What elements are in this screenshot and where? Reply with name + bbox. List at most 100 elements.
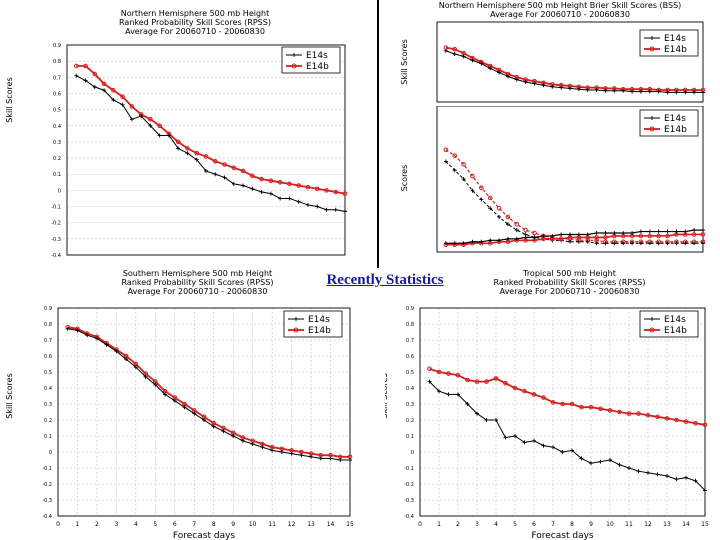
- y-tick-label: -0.2: [404, 482, 414, 488]
- data-point: [120, 94, 125, 99]
- data-point: [505, 214, 511, 220]
- y-tick-label: 0.4: [53, 124, 61, 130]
- x-tick-label: 6: [532, 521, 536, 528]
- data-point: [638, 89, 643, 94]
- legend-marker: [292, 53, 296, 57]
- data-point: [259, 176, 264, 182]
- data-point: [455, 372, 461, 378]
- plot-frame: [66, 44, 346, 256]
- data-point: [343, 209, 347, 214]
- legend-label: E14s: [306, 51, 328, 61]
- data-point: [74, 73, 79, 78]
- data-point: [497, 214, 502, 219]
- data-point: [589, 461, 593, 466]
- data-point: [287, 196, 292, 201]
- y-tick-label: 0.4: [406, 386, 414, 392]
- data-point: [148, 117, 153, 122]
- series-line-e14b-solid: [445, 233, 703, 246]
- data-point: [157, 123, 162, 129]
- data-point: [541, 395, 546, 400]
- data-point: [701, 90, 705, 95]
- chart-title-line: Tropical 500 mb Height: [523, 269, 616, 278]
- data-point: [603, 231, 608, 236]
- data-point: [630, 89, 635, 94]
- data-point: [172, 398, 177, 403]
- data-point: [665, 241, 670, 246]
- data-point: [328, 456, 333, 461]
- x-tick-label: 6: [173, 521, 177, 528]
- y-tick-label: 0.5: [53, 108, 61, 114]
- data-point: [603, 235, 608, 240]
- y-tick-label: -0.4: [404, 514, 414, 520]
- y-tick-label: 0.5: [44, 370, 52, 376]
- y-tick-label: 0.2: [44, 418, 52, 424]
- chart-svg-nh: -0.4 -0.3 -0.2 -0.1 0 0.1 0.2 0.3 0.4 0.5 0.6 0.7 0.…: [5, 43, 348, 259]
- data-point: [73, 63, 79, 69]
- data-point: [202, 418, 206, 422]
- data-point: [277, 180, 283, 185]
- y-tick-label: 0.7: [406, 338, 414, 344]
- data-point: [523, 235, 528, 240]
- y-tick-label: -0.4: [42, 514, 52, 520]
- y-axis-label: Skill Scores: [5, 373, 14, 419]
- data-point: [443, 147, 449, 153]
- legend-marker: [650, 116, 654, 120]
- legend-label: E14b: [306, 62, 329, 72]
- data-point: [250, 442, 255, 446]
- data-point: [693, 420, 698, 426]
- y-tick-label: 0.8: [53, 59, 61, 65]
- data-point: [479, 61, 484, 66]
- data-point: [475, 411, 479, 416]
- y-tick-label: 0.7: [53, 75, 61, 81]
- data-point: [703, 488, 707, 493]
- y-axis-label: Skill Scores: [5, 77, 14, 123]
- data-point: [479, 239, 484, 244]
- y-tick-label: 0.3: [53, 140, 61, 146]
- data-point: [484, 379, 489, 384]
- x-tick-label: 12: [644, 521, 652, 528]
- data-point: [289, 451, 294, 456]
- legend-label: E14s: [664, 114, 686, 124]
- data-point: [494, 418, 498, 422]
- y-axis-label: Skill Scores: [400, 39, 409, 85]
- data-point: [585, 88, 590, 92]
- x-tick-label: 3: [475, 521, 479, 528]
- data-point: [647, 89, 652, 94]
- x-tick-label: 14: [327, 521, 335, 528]
- data-point: [638, 229, 643, 234]
- data-point: [646, 470, 650, 475]
- data-point: [333, 207, 338, 212]
- data-point: [194, 150, 200, 156]
- data-point: [655, 472, 660, 477]
- data-point: [85, 333, 90, 338]
- y-tick-label: -0.4: [51, 253, 61, 259]
- series-line-e14s: [67, 328, 350, 461]
- data-point: [259, 190, 264, 194]
- data-point: [683, 229, 688, 234]
- data-point: [465, 402, 470, 406]
- data-point: [523, 227, 528, 233]
- data-point: [514, 236, 519, 241]
- legend-marker: [649, 46, 655, 52]
- data-point: [231, 181, 236, 186]
- data-point: [114, 349, 119, 354]
- data-point: [240, 438, 245, 443]
- legend-box: [639, 29, 699, 57]
- data-point: [621, 241, 626, 246]
- data-point: [129, 117, 134, 122]
- data-point: [647, 229, 652, 234]
- data-point: [461, 241, 466, 246]
- data-point: [532, 81, 537, 86]
- plot-frame: [419, 307, 706, 517]
- data-point: [674, 229, 679, 234]
- data-point: [452, 46, 458, 52]
- y-tick-label: 0.1: [406, 434, 414, 440]
- legend-label: E14s: [664, 34, 686, 44]
- data-point: [324, 188, 329, 193]
- data-point: [692, 228, 697, 233]
- x-tick-label: 11: [268, 521, 276, 528]
- data-point: [655, 414, 660, 420]
- data-point: [683, 419, 689, 424]
- data-point: [182, 405, 187, 410]
